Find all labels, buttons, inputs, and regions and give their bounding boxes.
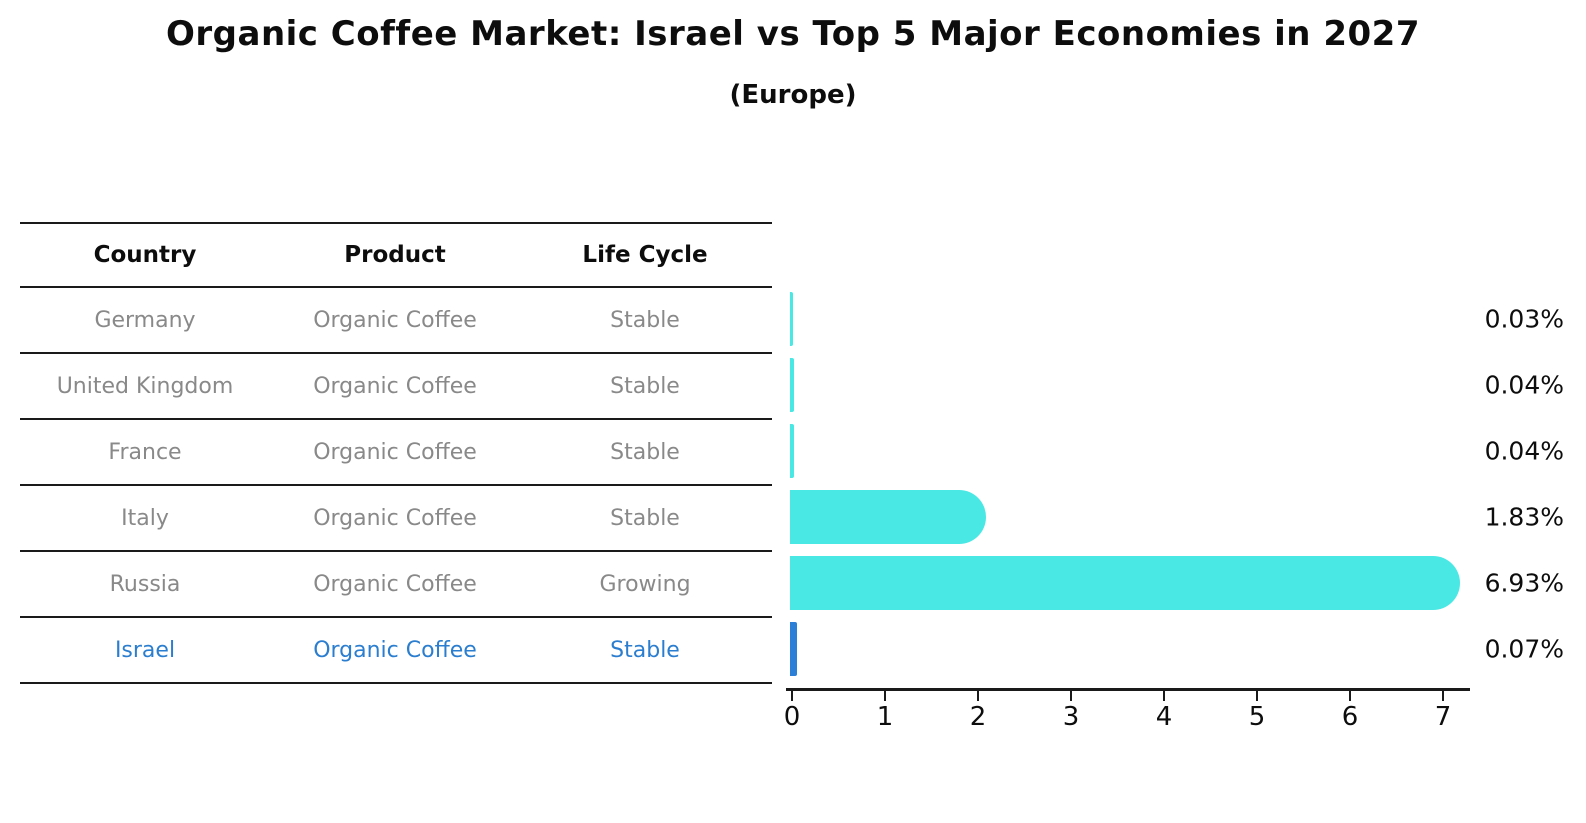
life-cycle-cell: Stable — [610, 307, 680, 333]
x-tick-mark-6 — [1349, 691, 1351, 701]
x-tick-mark-4 — [1163, 691, 1165, 701]
country-cell: United Kingdom — [56, 373, 234, 399]
chart-subtitle: (Europe) — [729, 80, 857, 110]
value-label-russia: 6.93% — [1484, 568, 1564, 598]
country-cell: Russia — [109, 571, 181, 597]
bar-israel — [790, 622, 797, 676]
value-label-france: 0.04% — [1484, 436, 1564, 466]
bar-france — [790, 424, 794, 478]
table-row-france: France Organic Coffee Stable — [20, 420, 772, 486]
bar-united-kingdom — [790, 358, 794, 412]
country-cell: Germany — [94, 307, 196, 333]
x-tick-mark-1 — [884, 691, 886, 701]
table-row-italy: Italy Organic Coffee Stable — [20, 486, 772, 552]
country-cell: Italy — [121, 505, 169, 531]
x-tick-mark-0 — [791, 691, 793, 701]
x-tick-label-6: 6 — [1341, 702, 1359, 732]
x-tick-label-7: 7 — [1434, 702, 1452, 732]
bar-row-united-kingdom: 0.04% — [0, 352, 1586, 418]
bar-row-russia: 6.93% — [0, 550, 1586, 616]
value-label-united-kingdom: 0.04% — [1484, 370, 1564, 400]
country-table: Country Product Life Cycle Germany Organ… — [20, 222, 772, 684]
product-cell: Organic Coffee — [313, 505, 477, 531]
life-cycle-cell: Stable — [610, 637, 680, 663]
x-axis-line — [786, 688, 1470, 691]
chart-title: Organic Coffee Market: Israel vs Top 5 M… — [166, 14, 1420, 54]
bar-russia — [790, 556, 1461, 610]
x-tick-label-3: 3 — [1062, 702, 1080, 732]
x-tick-label-0: 0 — [783, 702, 801, 732]
bar-plot-area: 0.03% 0.04% 0.04% 1.83% 6.93% 0.07% — [0, 286, 1586, 682]
life-cycle-cell: Stable — [610, 439, 680, 465]
country-cell: Israel — [114, 637, 176, 663]
product-cell: Organic Coffee — [313, 373, 477, 399]
product-cell: Organic Coffee — [313, 637, 477, 663]
life-cycle-cell: Growing — [599, 571, 691, 597]
life-cycle-cell: Stable — [610, 505, 680, 531]
column-header-life-cycle: Life Cycle — [582, 242, 708, 268]
value-label-israel: 0.07% — [1484, 634, 1564, 664]
x-tick-mark-2 — [977, 691, 979, 701]
bar-row-italy: 1.83% — [0, 484, 1586, 550]
value-label-italy: 1.83% — [1484, 502, 1564, 532]
column-header-country: Country — [93, 242, 197, 268]
value-label-germany: 0.03% — [1484, 304, 1564, 334]
x-tick-label-1: 1 — [876, 702, 894, 732]
product-cell: Organic Coffee — [313, 571, 477, 597]
life-cycle-cell: Stable — [610, 373, 680, 399]
table-row-russia: Russia Organic Coffee Growing — [20, 552, 772, 618]
table-row-germany: Germany Organic Coffee Stable — [20, 288, 772, 354]
column-header-product: Product — [344, 242, 446, 268]
table-row-israel: Israel Organic Coffee Stable — [20, 618, 772, 684]
table-header-row: Country Product Life Cycle — [20, 224, 772, 288]
bar-row-israel: 0.07% — [0, 616, 1586, 682]
bar-italy — [790, 490, 987, 544]
x-tick-mark-7 — [1442, 691, 1444, 701]
bar-row-germany: 0.03% — [0, 286, 1586, 352]
product-cell: Organic Coffee — [313, 439, 477, 465]
bar-germany — [790, 292, 793, 346]
x-tick-mark-5 — [1256, 691, 1258, 701]
x-tick-mark-3 — [1070, 691, 1072, 701]
x-tick-label-5: 5 — [1248, 702, 1266, 732]
x-tick-label-2: 2 — [969, 702, 987, 732]
bar-row-france: 0.04% — [0, 418, 1586, 484]
table-row-united-kingdom: United Kingdom Organic Coffee Stable — [20, 354, 772, 420]
x-tick-label-4: 4 — [1155, 702, 1173, 732]
country-cell: France — [108, 439, 182, 465]
product-cell: Organic Coffee — [313, 307, 477, 333]
